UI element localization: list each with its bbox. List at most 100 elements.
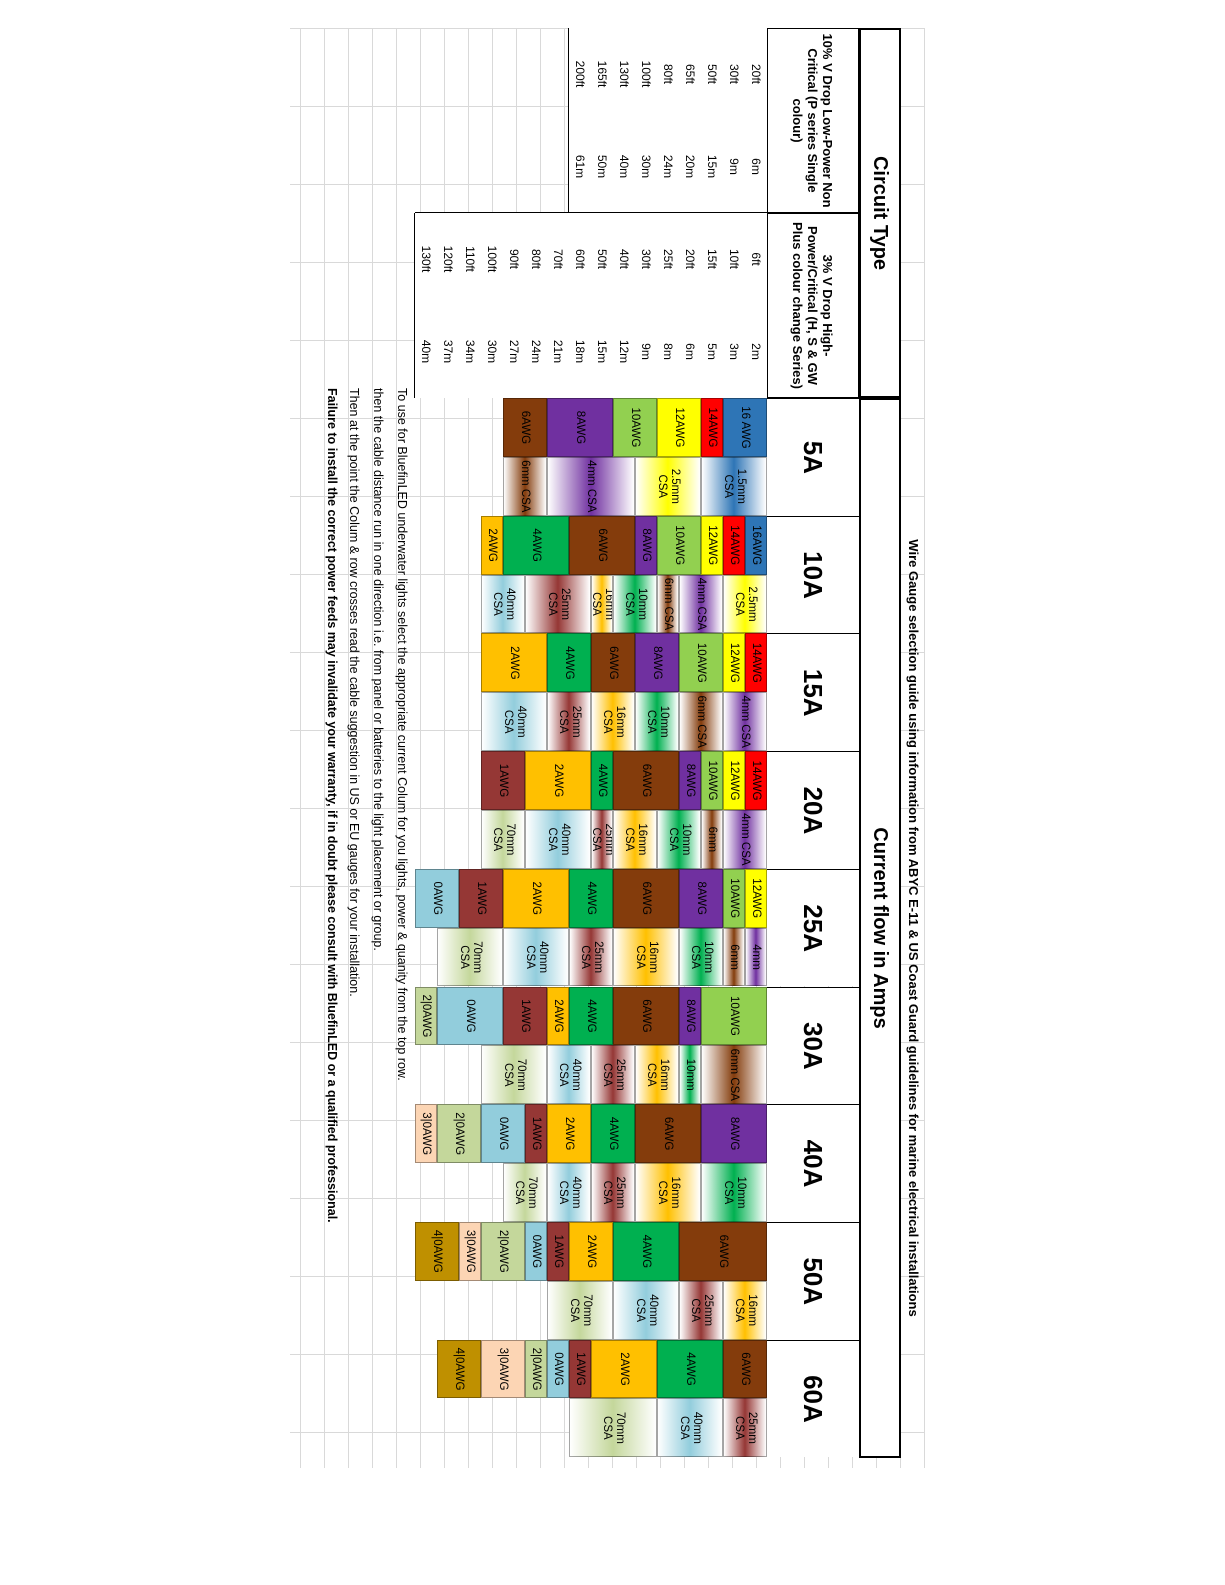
awg-cell: 16AWG [745,515,767,575]
distance-3pct-ft: 30ft [635,213,657,305]
awg-cell: 14AWG [745,633,767,693]
awg-cell: 6AWG [723,1339,767,1399]
awg-cell: 2|0AWG [525,1339,547,1399]
csa-cell: 40mm CSA [613,1280,679,1340]
amp-header-20a: 20A [767,751,859,869]
awg-cell: 2|0AWG [481,1221,525,1281]
note-line-2: then the cable distance run in one direc… [371,388,385,951]
distance-10pct-m: 30m [635,120,657,213]
awg-cell: 6AWG [613,986,679,1046]
amp-header-5a: 5A [767,398,859,516]
amp-header-10a: 10A [767,515,859,634]
csa-cell: 10mm [679,1045,701,1105]
amp-header-15a: 15A [767,633,859,752]
distance-10pct-ft: 20ft [745,28,767,120]
csa-cell: 10mm CSA [679,927,723,987]
distance-3pct-ft: 6ft [745,213,767,305]
csa-cell: 40mm CSA [481,574,525,634]
awg-cell: 1AWG [459,868,503,928]
csa-cell: 70mm CSA [569,1398,657,1458]
csa-cell: 6mm CSA [701,1045,767,1105]
distance-3pct-m: 6m [679,305,701,398]
distance-10pct-m: 6m [745,120,767,213]
csa-cell: 16mm CSA [591,574,613,634]
distance-divider [415,212,767,213]
csa-cell: 70mm CSA [481,1045,547,1105]
note-line-3: Then at the point the Colum & row crosse… [347,388,361,997]
awg-cell: 6AWG [503,398,547,457]
distance-3pct-ft: 20ft [679,213,701,305]
awg-cell: 2AWG [525,751,591,810]
csa-cell: 40mm CSA [547,1045,591,1105]
distance-3pct-ft: 70ft [547,213,569,305]
amp-header-40a: 40A [767,1104,859,1222]
awg-cell: 4AWG [657,1339,723,1399]
awg-cell: 0AWG [525,1221,547,1281]
csa-cell: 6mm CSA [657,574,679,634]
header-10pct-vdrop: 10% V Drop Low-Power Non Critical (P ser… [767,28,859,213]
distance-3pct-m: 24m [525,305,547,398]
csa-cell: 2.5mm CSA [723,574,767,634]
distance-10pct-ft: 100ft [635,28,657,120]
csa-cell: 6mm [701,809,723,869]
awg-cell: 3|0AWG [415,1104,437,1164]
csa-cell: 40mm CSA [525,809,591,869]
awg-cell: 6AWG [635,1104,701,1164]
awg-cell: 12AWG [745,868,767,928]
amp-header-30a: 30A [767,986,859,1105]
distance-3pct-m: 34m [459,305,481,398]
distance-10pct-m: 40m [613,120,635,213]
current-flow-header: Current flow in Amps [859,398,901,1458]
distance-10pct-ft: 200ft [569,28,591,120]
awg-cell: 10AWG [701,751,723,810]
awg-cell: 14AWG [701,398,723,457]
page-heading: Wire Gauge selection guide using informa… [906,539,921,1317]
distance-3pct-ft: 90ft [503,213,525,305]
distance-10pct-ft: 130ft [613,28,635,120]
csa-cell: 40mm CSA [657,1398,723,1458]
distance-10pct-border [568,28,569,213]
csa-cell: 40mm CSA [503,927,569,987]
csa-cell: 16mm CSA [635,1045,679,1105]
distance-3pct-ft: 50ft [591,213,613,305]
csa-cell: 10mm CSA [635,692,679,752]
awg-cell: 6AWG [613,751,679,810]
csa-cell: 40mm CSA [481,692,547,752]
csa-cell: 10mm CSA [701,1163,767,1222]
csa-cell: 70mm CSA [481,809,525,869]
awg-cell: 8AWG [635,515,657,575]
awg-cell: 2AWG [481,633,547,693]
csa-cell: 25mm CSA [679,1280,723,1340]
warranty-warning: Failure to install the correct power fee… [325,388,339,1223]
awg-cell: 1AWG [525,1104,547,1164]
awg-cell: 3|0AWG [459,1221,481,1281]
csa-cell: 4mm CSA [547,456,635,516]
awg-cell: 4AWG [569,986,613,1046]
distance-3pct-m: 3m [723,305,745,398]
distance-3pct-m: 8m [657,305,679,398]
distance-3pct-m: 2m [745,305,767,398]
awg-cell: 1AWG [503,986,547,1046]
awg-cell: 10AWG [657,515,701,575]
awg-cell: 8AWG [701,1104,767,1164]
distance-3pct-ft: 100ft [481,213,503,305]
csa-cell: 1.5mm CSA [701,456,767,516]
csa-cell: 10mm CSA [613,574,657,634]
awg-cell: 6AWG [679,1221,767,1281]
header-3pct-vdrop: 3% V Drop High-Power/Critical (H, S & GW… [767,213,859,398]
awg-cell: 4AWG [569,868,613,928]
awg-cell: 6AWG [613,868,679,928]
csa-cell: 16mm CSA [613,927,679,987]
csa-cell: 16mm CSA [635,1163,701,1222]
awg-cell: 0AWG [415,868,459,928]
distance-3pct-ft: 15ft [701,213,723,305]
distance-3pct-ft: 120ft [437,213,459,305]
awg-cell: 4AWG [591,751,613,810]
awg-cell: 1AWG [547,1221,569,1281]
amp-header-60a: 60A [767,1339,859,1458]
awg-cell: 8AWG [679,986,701,1046]
distance-3pct-ft: 130ft [415,213,437,305]
distance-3pct-m: 30m [481,305,503,398]
csa-cell: 25mm CSA [525,574,591,634]
csa-cell: 6mm CSA [503,456,547,516]
